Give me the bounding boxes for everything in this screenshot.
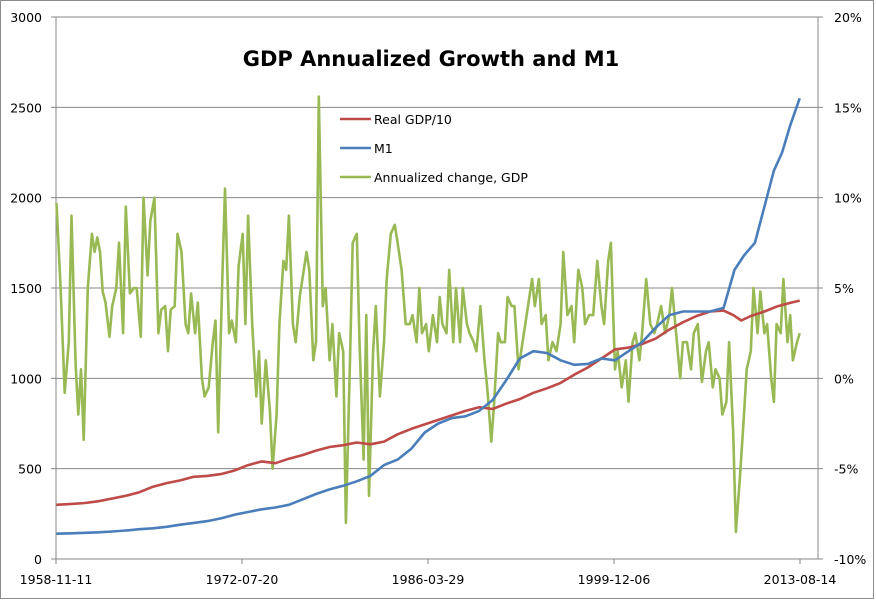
x-tick-label: 1958-11-11 <box>20 572 93 587</box>
chart-title: GDP Annualized Growth and M1 <box>243 47 620 71</box>
y-left-tick-label: 2000 <box>10 191 42 206</box>
y-right-tick-label: -5% <box>834 462 858 477</box>
y-right-tick-label: 5% <box>834 281 854 296</box>
series-line-annualized-change-gdp <box>55 95 801 534</box>
y-right-tick-label: 15% <box>834 100 862 115</box>
x-tick-label: 1972-07-20 <box>206 572 279 587</box>
y-right-tick-label: 10% <box>834 191 862 206</box>
y-right-tick-label: -10% <box>834 552 866 567</box>
series-line-real-gdp-10 <box>56 299 800 507</box>
series-line-m1 <box>56 97 801 535</box>
y-left-tick-label: 0 <box>34 552 42 567</box>
y-right-axis: -10% -5% 0% 5% 10% 15% 20% <box>817 10 866 567</box>
y-left-tick-label: 1000 <box>10 371 42 386</box>
y-left-tick-label: 500 <box>18 462 42 477</box>
y-left-tick-label: 3000 <box>10 10 42 25</box>
legend-label: Real GDP/10 <box>374 112 452 127</box>
x-tick-label: 1999-12-06 <box>578 572 651 587</box>
y-left-axis: 0 500 1000 1500 2000 2500 3000 <box>10 10 57 567</box>
y-right-tick-label: 20% <box>834 10 862 25</box>
x-tick-label: 2013-08-14 <box>764 572 837 587</box>
gridlines <box>56 16 818 470</box>
y-right-tick-label: 0% <box>834 371 854 386</box>
y-left-tick-label: 2500 <box>10 100 42 115</box>
y-left-tick-label: 1500 <box>10 281 42 296</box>
x-tick-label: 1986-03-29 <box>392 572 465 587</box>
series-lines <box>55 95 801 535</box>
legend-label: Annualized change, GDP <box>374 170 528 185</box>
x-axis: 1958-11-11 1972-07-20 1986-03-29 1999-12-06… <box>20 558 837 587</box>
legend-label: M1 <box>374 141 393 156</box>
legend: Real GDP/10 M1 Annualized change, GDP <box>340 112 528 185</box>
